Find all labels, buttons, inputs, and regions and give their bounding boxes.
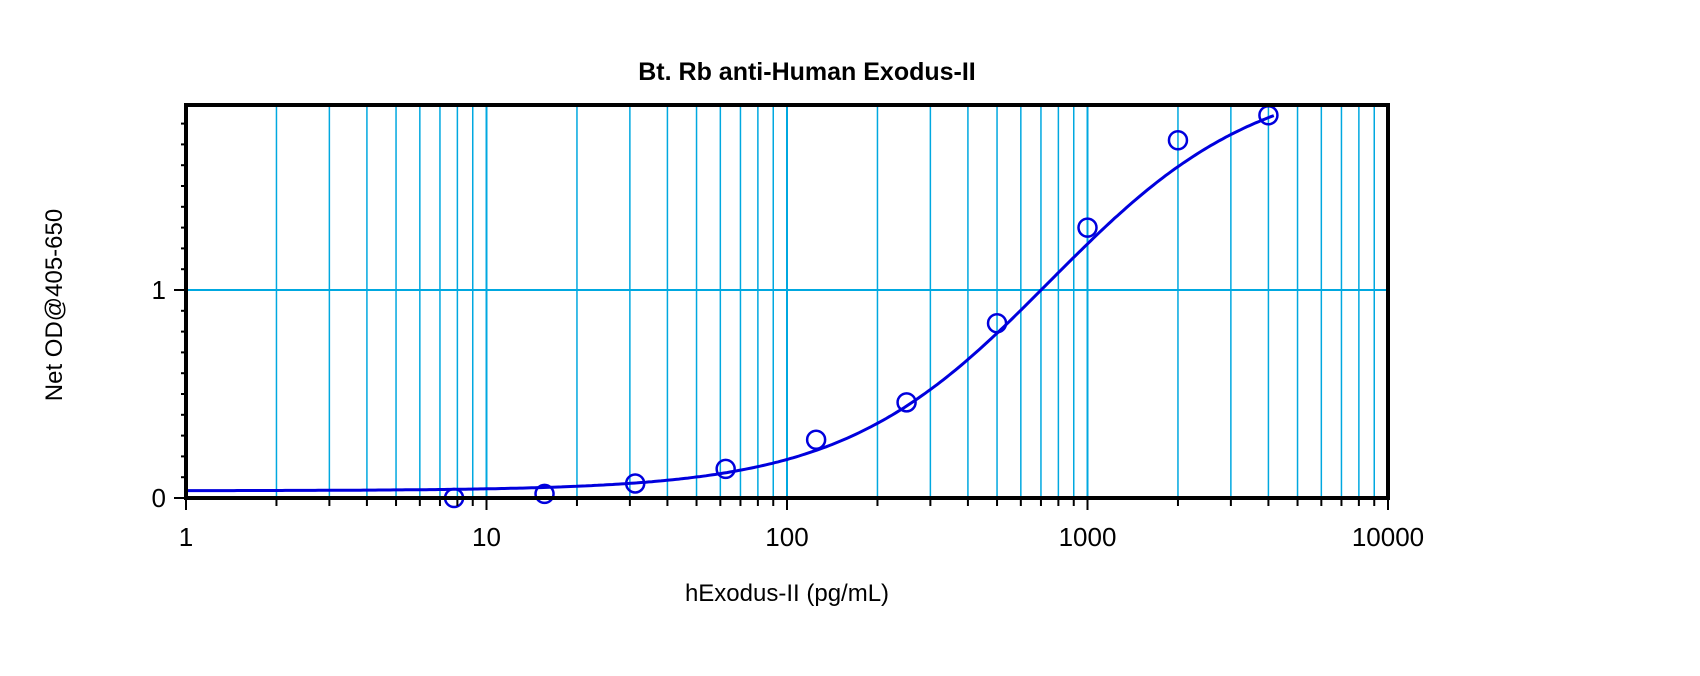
- data-point-marker: [534, 483, 555, 505]
- data-point-marker: [1077, 217, 1098, 238]
- data-point-marker: [715, 458, 736, 480]
- x-tick-label: 1: [179, 522, 193, 552]
- x-tick-label: 100: [765, 522, 808, 552]
- data-point-marker: [805, 429, 827, 451]
- x-axis-label: hExodus-II (pg/mL): [684, 580, 890, 607]
- grid-lines: [186, 105, 1388, 498]
- fitted-curve: [186, 114, 1275, 493]
- data-points: [443, 105, 1279, 509]
- x-tick-label: 10: [472, 522, 501, 552]
- data-point-marker: [624, 473, 646, 494]
- x-tick-label: 10000: [1352, 522, 1424, 552]
- y-tick-label: 0: [152, 483, 166, 513]
- data-point-marker: [986, 313, 1008, 334]
- fit-curve-path: [186, 114, 1275, 493]
- y-tick-label: 1: [152, 275, 166, 305]
- data-point-marker: [896, 392, 917, 413]
- chart-title: Bt. Rb anti-Human Exodus-II: [638, 58, 976, 86]
- data-point-marker: [1167, 129, 1189, 151]
- axes: [174, 103, 1390, 510]
- x-tick-label: 1000: [1059, 522, 1117, 552]
